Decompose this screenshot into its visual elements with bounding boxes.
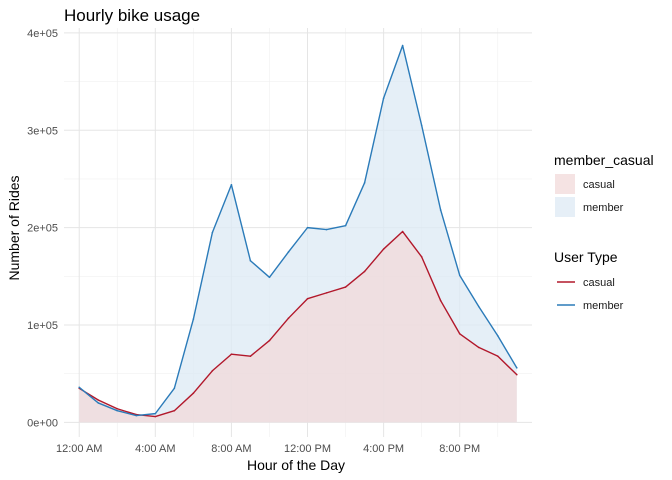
point-casual [97,399,100,401]
point-member [420,124,423,127]
point-casual [268,339,271,342]
point-member [211,231,214,234]
y-tick-label: 1e+05 [27,320,58,332]
point-member [192,318,195,320]
point-casual [363,270,366,273]
point-member [287,251,290,253]
point-member [154,412,157,415]
plot-panel [64,28,532,437]
line-casual [78,230,518,418]
series-lines [78,44,518,418]
x-axis-title: Hour of the Day [247,457,345,473]
point-casual [477,346,480,349]
point-member [477,305,480,308]
point-member [173,387,176,390]
point-casual [439,299,442,302]
point-casual [249,355,252,357]
x-tick-label: 12:00 PM [284,443,331,455]
legend-fill-label-member: member [583,202,624,214]
legend-line-label-casual: casual [583,277,615,289]
point-casual [344,286,347,288]
point-casual [458,332,461,335]
point-member [230,183,233,186]
point-casual [420,256,423,258]
x-tick-label: 8:00 PM [439,443,480,455]
legend-fill-key-member [555,197,575,217]
y-axis-title: Number of Rides [6,175,22,280]
y-tick-label: 4e+05 [27,28,58,40]
point-member [496,334,499,337]
y-axis-ticks: 0e+00 1e+05 2e+05 3e+05 4e+05 [27,28,58,430]
point-member [325,228,328,231]
point-casual [401,230,404,233]
line-member [78,44,518,417]
point-member [382,97,385,99]
point-member [306,226,309,229]
y-tick-label: 3e+05 [27,125,58,137]
point-member [249,259,252,262]
legend-member-casual: member_casual casual member [554,152,654,217]
point-casual [116,407,119,410]
point-member [401,44,404,47]
x-tick-label: 8:00 AM [211,443,251,455]
x-tick-label: 4:00 AM [135,443,175,455]
y-tick-label: 2e+05 [27,223,58,235]
x-axis-ticks: 12:00 AM 4:00 AM 8:00 AM 12:00 PM 4:00 PM 8:0… [56,443,480,455]
series-areas [79,45,517,423]
legend-fill-key-casual [555,174,575,194]
point-member [268,276,271,279]
point-casual [382,248,385,250]
point-casual [192,392,195,394]
point-casual [515,373,518,376]
point-member [135,414,138,417]
point-member [344,224,347,227]
point-member [458,274,461,277]
point-casual [173,409,176,412]
point-member [439,209,442,211]
point-member [515,367,518,369]
chart-title: Hourly bike usage [64,6,200,25]
point-casual [154,415,157,418]
x-tick-label: 4:00 PM [363,443,404,455]
legend-fill-label-casual: casual [583,179,615,191]
point-casual [287,317,290,319]
point-casual [211,369,214,372]
area-casual [79,231,517,423]
legend-fill-title: member_casual [554,152,654,168]
legend-line-title: User Type [554,249,618,265]
point-casual [230,353,233,356]
point-member [78,386,81,389]
point-casual [496,355,499,357]
point-casual [325,292,328,294]
y-tick-label: 0e+00 [27,417,58,429]
point-member [116,409,119,412]
x-tick-label: 12:00 AM [56,443,102,455]
point-member [363,182,366,184]
point-casual [306,297,309,300]
legend-user-type: User Type casual member [554,249,624,312]
point-member [97,402,100,404]
legend-line-label-member: member [583,300,624,312]
